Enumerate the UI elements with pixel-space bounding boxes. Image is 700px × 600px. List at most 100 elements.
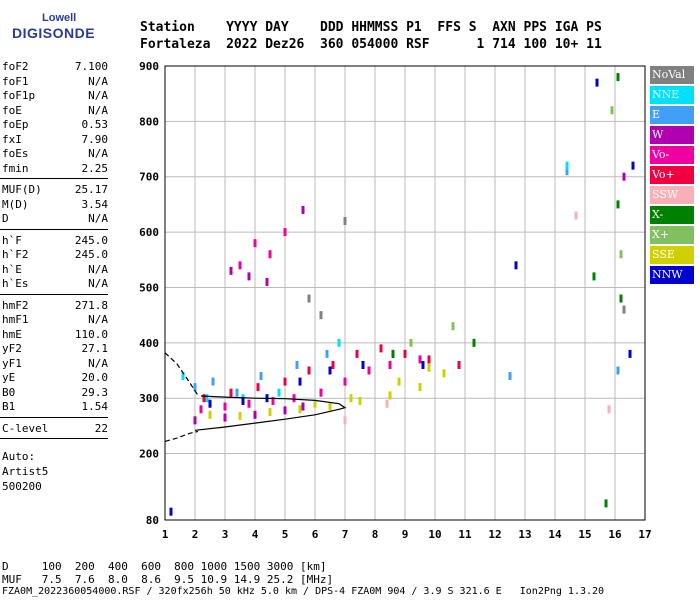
data-point <box>574 211 578 220</box>
data-point <box>628 349 632 358</box>
x-tick-label: 5 <box>282 528 289 541</box>
legend-entry: NNW <box>650 266 694 284</box>
digisonde-logo: Lowell DIGISONDE <box>8 10 138 50</box>
data-point <box>298 377 302 386</box>
data-point <box>328 402 332 411</box>
extrapolated-profile-line <box>164 430 199 442</box>
param-separator <box>0 416 108 418</box>
legend-entry: SSW <box>650 186 694 204</box>
data-point <box>391 349 395 358</box>
data-point <box>193 383 197 392</box>
data-point <box>451 322 455 331</box>
data-point <box>409 338 413 347</box>
data-point <box>508 372 512 381</box>
data-point <box>223 413 227 422</box>
data-point <box>616 200 620 209</box>
y-tick-label: 80 <box>146 514 159 527</box>
param-value: N/A <box>88 212 108 225</box>
param-name: B1 <box>2 400 16 413</box>
param-value: 2.25 <box>81 161 109 175</box>
param-name: foEp <box>2 118 29 131</box>
param-value: 22 <box>94 421 108 435</box>
data-point <box>421 360 425 369</box>
data-point <box>202 394 206 403</box>
data-point <box>361 360 365 369</box>
data-point <box>565 161 569 170</box>
data-point <box>238 411 242 420</box>
data-point <box>604 499 608 508</box>
param-name: yF2 <box>2 342 22 355</box>
data-point <box>229 388 233 397</box>
y-tick-label: 800 <box>139 115 159 128</box>
data-point <box>301 205 305 214</box>
param-row: foF1 N/A <box>2 75 108 89</box>
param-name: D <box>2 212 9 225</box>
x-tick-label: 12 <box>488 528 501 541</box>
y-tick-label: 400 <box>139 337 159 350</box>
x-tick-label: 9 <box>402 528 409 541</box>
data-point <box>247 399 251 408</box>
param-value: 245.0 <box>74 233 108 247</box>
data-point <box>211 377 215 386</box>
param-name: hmF1 <box>2 313 29 326</box>
autoscaling-info: Artist5 <box>2 465 49 478</box>
param-name: h`F2 <box>2 248 29 261</box>
legend-entry: Vo+ <box>650 166 694 184</box>
x-tick-label: 2 <box>192 528 199 541</box>
data-point <box>472 338 476 347</box>
param-row: B0 29.3 <box>2 386 108 400</box>
x-tick-label: 10 <box>428 528 441 541</box>
x-tick-label: 17 <box>638 528 651 541</box>
param-value: 110.0 <box>74 327 108 341</box>
data-point <box>622 305 626 314</box>
logo-line2: DIGISONDE <box>12 25 96 41</box>
data-point <box>379 344 383 353</box>
param-name: hmF2 <box>2 298 29 312</box>
param-name: h`F <box>2 233 22 247</box>
param-separator <box>0 178 108 179</box>
param-row: foEp 0.53 <box>2 118 108 132</box>
param-name: foF1 <box>2 74 29 88</box>
x-tick-label: 3 <box>222 528 229 541</box>
param-value: 1.54 <box>81 400 109 413</box>
autoscaling-info: Auto: <box>2 450 36 463</box>
data-point <box>313 399 317 408</box>
param-separator <box>0 438 108 439</box>
data-point <box>403 349 407 358</box>
param-row: h`Es N/A <box>2 277 108 291</box>
data-point <box>235 388 239 397</box>
data-point <box>592 272 596 281</box>
param-row: D N/A <box>2 212 108 226</box>
x-tick-label: 13 <box>518 528 531 541</box>
y-tick-label: 300 <box>139 392 159 405</box>
param-name: h`E <box>2 262 22 276</box>
footer-file-info: FZA0M_2022360054000.RSF / 320fx256h 50 k… <box>2 586 605 597</box>
data-point <box>253 410 257 419</box>
data-point <box>253 239 257 248</box>
param-value: 245.0 <box>74 248 108 261</box>
autoscaling-info: 500200 <box>2 480 42 493</box>
data-point <box>307 294 311 303</box>
param-row: yF1 N/A <box>2 357 108 371</box>
data-point <box>268 408 272 417</box>
legend-entry: NoVal <box>650 66 694 84</box>
param-value: N/A <box>88 262 108 276</box>
data-point <box>277 388 281 397</box>
data-point <box>595 78 599 87</box>
data-point <box>229 266 233 275</box>
data-point <box>343 377 347 386</box>
param-name: fmin <box>2 161 29 175</box>
data-point <box>283 228 287 237</box>
plot-frame <box>164 65 646 521</box>
data-point <box>298 405 302 414</box>
param-separator <box>0 228 108 230</box>
param-row: MUF(D) 25.17 <box>2 183 108 197</box>
data-point <box>241 396 245 405</box>
param-row: yE 20.0 <box>2 371 108 385</box>
data-point <box>208 410 212 419</box>
x-tick-label: 7 <box>342 528 349 541</box>
data-point <box>514 261 518 270</box>
data-point <box>457 360 461 369</box>
param-value: N/A <box>88 356 108 370</box>
